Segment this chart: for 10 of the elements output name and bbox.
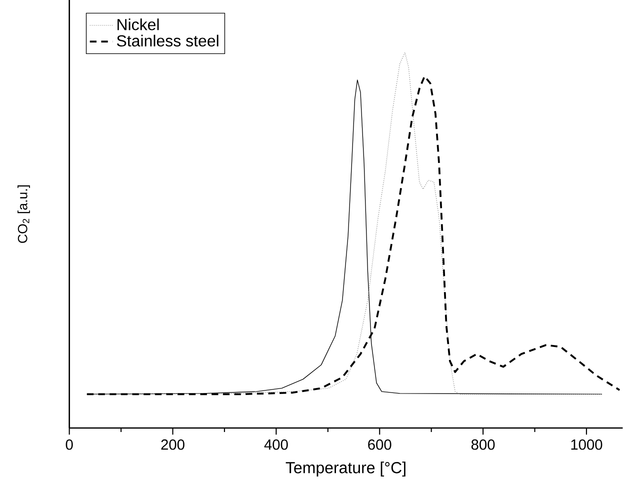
- x-tick-label: 0: [66, 439, 73, 450]
- y-axis-title: CO$_{2}$ [a.u.]: [18, 185, 30, 243]
- x-tick-label: 1000: [571, 439, 602, 450]
- x-tick-label: 400: [264, 439, 288, 450]
- x-tick-label: 800: [471, 439, 495, 450]
- legend-label: Stainless steel: [116, 34, 218, 46]
- legend-label: Nickel: [118, 18, 159, 30]
- x-tick-label: 200: [161, 439, 184, 450]
- x-tick-label: 600: [368, 439, 392, 450]
- x-axis-title: Temperature [°C]: [286, 462, 406, 476]
